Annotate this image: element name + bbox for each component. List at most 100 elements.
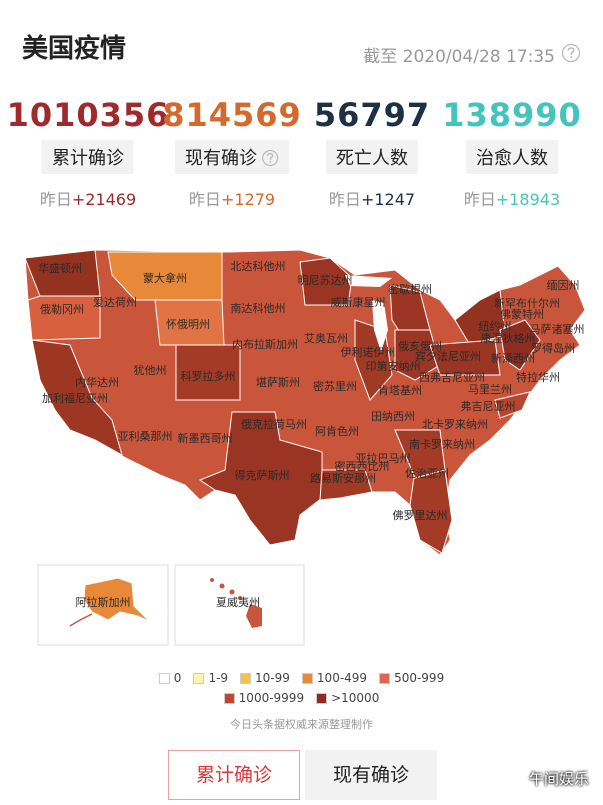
delta-value: +18943: [495, 190, 561, 209]
stat-delta-row: 昨日+1279: [162, 186, 302, 210]
state-label: 北达科他州: [231, 259, 286, 273]
state-label: 俄勒冈州: [40, 303, 84, 316]
state-label: 伊利诺伊州: [341, 346, 396, 359]
state-label: 蒙大拿州: [143, 271, 187, 285]
inset-box: [174, 564, 305, 646]
stat-delta-row: 昨日+1247: [314, 186, 430, 210]
title: 美国疫情: [22, 34, 127, 64]
delta-value: +21469: [71, 190, 137, 209]
state-label: 罗得岛州: [531, 341, 575, 355]
legend-swatch: [193, 672, 205, 684]
state-label: 新罕布什尔州: [494, 296, 560, 310]
stat-label: 现有确诊: [185, 148, 257, 169]
delta-value: +1279: [220, 190, 276, 209]
state-label: 康涅狄格州: [481, 331, 536, 345]
state-label: 内华达州: [75, 375, 119, 389]
inset-label: 夏威夷州: [216, 596, 260, 609]
legend-label: 500-999: [394, 671, 445, 685]
state-label: 宾夕法尼亚州: [415, 349, 481, 363]
legend-item: 0: [158, 671, 182, 685]
stat-value: 1010356: [6, 96, 170, 134]
delta-prefix: 昨日: [39, 190, 72, 209]
legend-item: >10000: [316, 691, 379, 705]
legend: 1000-9999 >10000: [0, 691, 603, 705]
state-label: 路易斯安那州: [310, 471, 376, 485]
stat-label-box: 治愈人数: [466, 140, 558, 174]
state-label: 得克萨斯州: [235, 469, 290, 482]
legend-item: 10-99: [240, 671, 290, 685]
stat-label-box: 累计确诊: [41, 140, 134, 174]
state-label: 密歇根州: [388, 282, 432, 296]
stat-value: 138990: [442, 96, 582, 134]
legend-swatch: [316, 692, 328, 704]
delta-prefix: 昨日: [328, 190, 361, 209]
legend-label: 100-499: [316, 671, 368, 685]
state-label: 田纳西州: [371, 410, 415, 423]
source-note: 今日头条据权威来源整理制作: [230, 718, 373, 731]
stat-value: 814569: [162, 96, 302, 134]
legend-item: 100-499: [301, 671, 368, 685]
state-label: 西弗吉尼亚州: [419, 370, 485, 384]
state-label: 印第安纳州: [366, 359, 421, 373]
hawaii-shape: [210, 578, 262, 628]
stat-delta-row: 昨日+18943: [442, 186, 582, 210]
state-label: 缅因州: [547, 278, 580, 292]
lake: [345, 275, 392, 352]
state-label: 内布拉斯加州: [232, 337, 298, 351]
help-glyph: [261, 149, 279, 166]
tab[interactable]: 现有确诊: [305, 750, 437, 800]
state-label: 阿肯色州: [315, 424, 359, 438]
state-label: 怀俄明州: [166, 318, 210, 331]
state-label: 弗吉尼亚州: [461, 399, 516, 413]
legend-label: 0: [173, 671, 182, 685]
stat: 138990 治愈人数昨日+18943: [442, 96, 582, 210]
state-label: 亚拉巴马州: [356, 451, 411, 465]
stat-value: 56797: [313, 96, 431, 134]
help-icon[interactable]: [561, 43, 581, 67]
legend-label: 1000-9999: [238, 691, 305, 705]
state-label: 纽约州: [479, 319, 512, 333]
legend: 0 1-9 10-99 100-499 500-999: [0, 671, 603, 685]
state-label: 犹他州: [134, 364, 167, 377]
delta-prefix: 昨日: [188, 190, 221, 209]
legend-swatch: [301, 672, 313, 684]
state-label: 佛蒙特州: [500, 307, 544, 321]
stat: 56797 死亡人数昨日+1247: [314, 96, 430, 210]
stat-label-box: 死亡人数: [325, 140, 418, 174]
timestamp: 截至 2020/04/28 17:35: [363, 47, 555, 67]
delta-prefix: 昨日: [463, 190, 496, 209]
state-label: 威斯康星州: [331, 295, 386, 309]
stat-label: 治愈人数: [476, 148, 548, 169]
state-label: 南达科他州: [231, 301, 286, 315]
state-label: 马里兰州: [468, 383, 512, 396]
watermark: 午间娱乐: [528, 770, 589, 788]
state-label: 肯塔基州: [378, 384, 422, 397]
stat: 1010356 累计确诊昨日+21469: [7, 96, 170, 210]
stat: 814569 现有确诊昨日+1279: [162, 96, 302, 210]
legend-swatch: [379, 672, 391, 684]
help-glyph: [561, 43, 581, 63]
state-label: 堪萨斯州: [256, 376, 300, 389]
alaska-chain: [69, 613, 93, 627]
tab-active[interactable]: 累计确诊: [168, 750, 300, 800]
stat-delta-row: 昨日+21469: [7, 186, 170, 210]
state-label: 亚利桑那州: [118, 430, 173, 443]
legend-item: 500-999: [379, 671, 444, 685]
legend-label: >10000: [331, 691, 380, 705]
legend-swatch: [223, 692, 235, 704]
state-label: 马萨诸塞州: [530, 322, 585, 336]
stat-label: 累计确诊: [51, 148, 124, 169]
state-label: 明尼苏达州: [298, 274, 353, 287]
state-shapes: [24, 249, 541, 554]
inset-label: 阿拉斯加州: [76, 595, 131, 609]
state-label: 华盛顿州: [38, 261, 82, 275]
legend-item: 1-9: [193, 671, 228, 685]
delta-value: +1247: [360, 190, 416, 209]
help-icon[interactable]: [261, 147, 279, 168]
state-label: 密苏里州: [313, 379, 357, 393]
stat-label: 死亡人数: [335, 148, 408, 169]
state-label: 佐治亚州: [405, 466, 449, 480]
state-label: 艾奥瓦州: [304, 331, 348, 345]
legend-label: 1-9: [208, 671, 229, 685]
